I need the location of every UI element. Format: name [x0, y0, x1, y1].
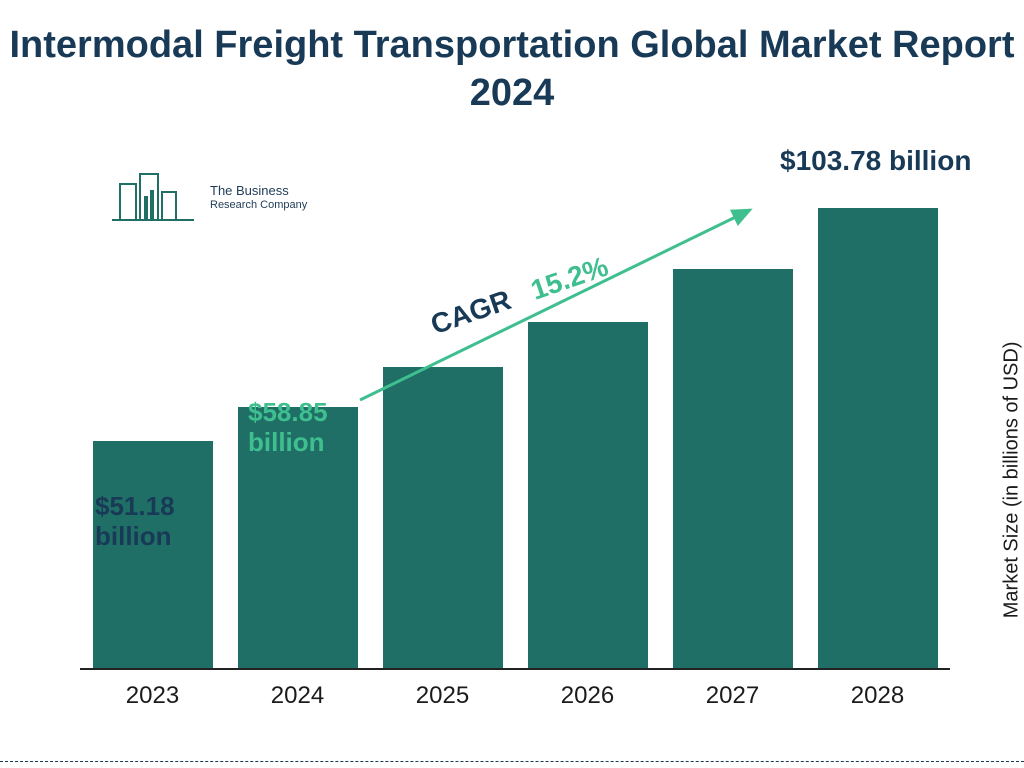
bar-2023: [93, 441, 213, 668]
x-label-2023: 2023: [93, 682, 213, 710]
x-label-2024: 2024: [238, 682, 358, 710]
value-2023-unit: billion: [95, 521, 172, 551]
x-label-2025: 2025: [383, 682, 503, 710]
bar-column: [93, 441, 213, 668]
x-label-2028: 2028: [818, 682, 938, 710]
chart-title: Intermodal Freight Transportation Global…: [0, 22, 1024, 117]
x-axis-line: [80, 668, 950, 670]
y-axis-title: Market Size (in billions of USD): [1001, 342, 1024, 619]
value-2024-amount: $58.85: [248, 397, 328, 427]
value-label-2024: $58.85 billion: [248, 398, 328, 458]
value-2028-text: $103.78 billion: [780, 145, 971, 176]
page-root: Intermodal Freight Transportation Global…: [0, 0, 1024, 768]
x-label-2026: 2026: [528, 682, 648, 710]
value-label-2028: $103.78 billion: [780, 145, 971, 177]
value-label-2023: $51.18 billion: [95, 492, 175, 552]
value-2023-amount: $51.18: [95, 491, 175, 521]
bar-column: [818, 208, 938, 668]
x-label-2027: 2027: [673, 682, 793, 710]
x-labels: 2023 2024 2025 2026 2027 2028: [80, 682, 950, 710]
value-2024-unit: billion: [248, 427, 325, 457]
dashed-bottom-border: [0, 761, 1024, 762]
growth-arrow: [350, 190, 780, 420]
bar-2028: [818, 208, 938, 668]
